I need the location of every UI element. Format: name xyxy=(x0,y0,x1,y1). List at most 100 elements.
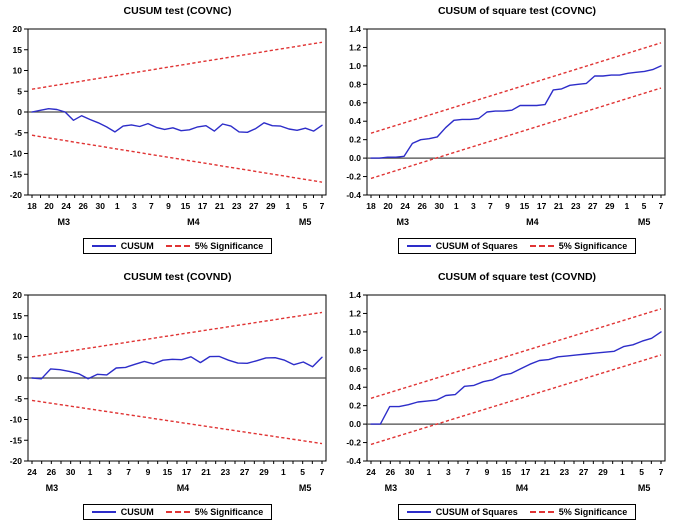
svg-text:0.2: 0.2 xyxy=(349,135,361,145)
svg-text:17: 17 xyxy=(198,201,208,211)
svg-text:0.6: 0.6 xyxy=(349,98,361,108)
svg-text:23: 23 xyxy=(221,467,231,477)
svg-text:15: 15 xyxy=(163,467,173,477)
svg-text:9: 9 xyxy=(146,467,151,477)
svg-text:1: 1 xyxy=(115,201,120,211)
svg-text:0.8: 0.8 xyxy=(349,79,361,89)
svg-text:17: 17 xyxy=(537,201,547,211)
svg-text:-5: -5 xyxy=(14,394,22,404)
svg-text:1.2: 1.2 xyxy=(349,308,361,318)
chart-title: CUSUM of square test (COVND) xyxy=(437,271,597,283)
svg-text:M3: M3 xyxy=(385,483,398,493)
chart-panel-cusumsq-covnc: CUSUM of square test (COVNC) 1.4 1.2 1.0 0.… xyxy=(339,0,679,266)
legend-label-cusum-squares: CUSUM of Squares xyxy=(435,507,518,517)
svg-text:0: 0 xyxy=(17,373,22,383)
chart-title: CUSUM of square test (COVNC) xyxy=(437,5,597,17)
svg-text:5: 5 xyxy=(300,467,305,477)
svg-text:7: 7 xyxy=(488,201,493,211)
svg-text:M3: M3 xyxy=(397,217,410,227)
legend-line-sample-solid xyxy=(406,511,431,513)
chart-legend: CUSUM 5% Significance xyxy=(0,234,339,254)
svg-text:9: 9 xyxy=(505,201,510,211)
svg-text:5: 5 xyxy=(17,352,22,362)
chart-panel-cusum-covnd: CUSUM test (COVND) 20 15 10 5 0 -5 -10 -15 -20 24… xyxy=(0,266,339,532)
legend-label-cusum: CUSUM xyxy=(120,507,154,517)
svg-text:27: 27 xyxy=(579,467,589,477)
svg-text:17: 17 xyxy=(521,467,531,477)
svg-text:M3: M3 xyxy=(46,483,59,493)
svg-text:0.4: 0.4 xyxy=(349,116,361,126)
svg-text:24: 24 xyxy=(366,467,376,477)
svg-text:0.6: 0.6 xyxy=(349,364,361,374)
svg-text:-0.2: -0.2 xyxy=(346,438,361,448)
svg-text:20: 20 xyxy=(383,201,393,211)
svg-text:15: 15 xyxy=(13,311,23,321)
svg-text:26: 26 xyxy=(78,201,88,211)
svg-text:3: 3 xyxy=(471,201,476,211)
svg-text:-10: -10 xyxy=(10,149,23,159)
svg-text:30: 30 xyxy=(96,201,106,211)
chart-legend: CUSUM of Squares 5% Significance xyxy=(339,500,679,520)
svg-text:1: 1 xyxy=(281,467,286,477)
chart-panel-cusum-covnc: CUSUM test (COVNC) 20 15 10 5 0 -5 -10 -15 -20 18… xyxy=(0,0,339,266)
svg-text:M5: M5 xyxy=(299,217,312,227)
svg-text:0.0: 0.0 xyxy=(349,153,361,163)
svg-text:0.2: 0.2 xyxy=(349,401,361,411)
chart-title: CUSUM test (COVND) xyxy=(123,271,232,283)
chart-title: CUSUM test (COVNC) xyxy=(123,5,232,17)
svg-text:-0.2: -0.2 xyxy=(346,172,361,182)
svg-text:1.0: 1.0 xyxy=(349,61,361,71)
svg-text:5: 5 xyxy=(639,467,644,477)
svg-text:29: 29 xyxy=(259,467,269,477)
svg-text:7: 7 xyxy=(320,467,325,477)
svg-text:15: 15 xyxy=(520,201,530,211)
svg-text:-15: -15 xyxy=(10,169,23,179)
svg-text:20: 20 xyxy=(13,290,23,300)
svg-text:10: 10 xyxy=(13,66,23,76)
svg-text:M3: M3 xyxy=(58,217,71,227)
svg-text:27: 27 xyxy=(249,201,259,211)
svg-text:M4: M4 xyxy=(526,217,539,227)
svg-text:M5: M5 xyxy=(299,483,312,493)
svg-text:24: 24 xyxy=(61,201,71,211)
svg-text:1: 1 xyxy=(454,201,459,211)
svg-text:24: 24 xyxy=(27,467,37,477)
svg-text:3: 3 xyxy=(132,201,137,211)
legend-line-sample-dashed xyxy=(529,511,554,513)
svg-text:21: 21 xyxy=(540,467,550,477)
svg-text:17: 17 xyxy=(182,467,192,477)
chart-legend: CUSUM of Squares 5% Significance xyxy=(339,234,679,254)
legend-line-sample-solid xyxy=(91,511,116,513)
svg-text:15: 15 xyxy=(13,45,23,55)
svg-text:1: 1 xyxy=(88,467,93,477)
legend-line-sample-solid xyxy=(91,245,116,247)
svg-text:1.2: 1.2 xyxy=(349,42,361,52)
svg-text:-15: -15 xyxy=(10,435,23,445)
chart-panel-cusumsq-covnd: CUSUM of square test (COVND) 1.4 1.2 1.0 0.… xyxy=(339,266,679,532)
svg-text:0.8: 0.8 xyxy=(349,345,361,355)
svg-text:24: 24 xyxy=(400,201,410,211)
legend-line-sample-dashed xyxy=(529,245,554,247)
svg-text:5: 5 xyxy=(642,201,647,211)
svg-text:9: 9 xyxy=(485,467,490,477)
svg-text:1.4: 1.4 xyxy=(349,24,361,34)
svg-text:1: 1 xyxy=(427,467,432,477)
svg-text:1.0: 1.0 xyxy=(349,327,361,337)
svg-text:7: 7 xyxy=(659,201,664,211)
svg-text:3: 3 xyxy=(446,467,451,477)
svg-text:M4: M4 xyxy=(516,483,529,493)
svg-text:23: 23 xyxy=(560,467,570,477)
svg-text:3: 3 xyxy=(107,467,112,477)
svg-text:-5: -5 xyxy=(14,128,22,138)
svg-text:-10: -10 xyxy=(10,415,23,425)
legend-label-significance: 5% Significance xyxy=(558,507,628,517)
svg-text:27: 27 xyxy=(240,467,250,477)
svg-text:-0.4: -0.4 xyxy=(346,456,361,466)
svg-text:0.0: 0.0 xyxy=(349,419,361,429)
svg-text:23: 23 xyxy=(232,201,242,211)
legend-label-cusum: CUSUM xyxy=(120,241,154,251)
legend-box: CUSUM 5% Significance xyxy=(82,238,273,254)
svg-text:1: 1 xyxy=(620,467,625,477)
svg-text:21: 21 xyxy=(215,201,225,211)
